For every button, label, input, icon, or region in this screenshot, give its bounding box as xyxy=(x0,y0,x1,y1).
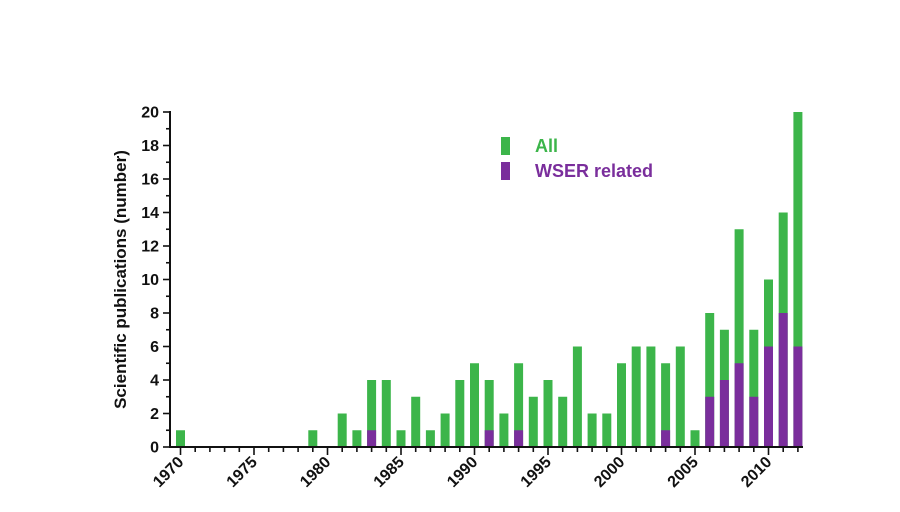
y-tick-label: 8 xyxy=(150,306,159,323)
bar-wser-2009 xyxy=(749,396,759,447)
bar-all-1997 xyxy=(572,346,582,447)
x-tick-label: 1980 xyxy=(297,454,334,491)
bar-all-1987 xyxy=(425,430,435,447)
bar-all-1970 xyxy=(176,430,185,447)
y-axis-label: Scientific publications (number) xyxy=(111,150,130,409)
y-tick-label: 6 xyxy=(150,339,159,356)
bar-all-1992 xyxy=(499,413,509,447)
x-tick-label: 1970 xyxy=(150,454,187,491)
x-tick-label: 1975 xyxy=(224,454,261,491)
bar-all-2006 xyxy=(705,313,715,447)
bar-wser-1983 xyxy=(367,430,377,447)
bar-all-1995 xyxy=(543,380,553,447)
bar-all-2004 xyxy=(675,346,685,447)
bar-wser-1993 xyxy=(514,430,524,447)
legend-swatch-all xyxy=(501,137,510,155)
bar-all-2000 xyxy=(617,363,626,447)
x-tick-label: 1985 xyxy=(371,454,408,491)
x-tick-label: 2000 xyxy=(591,454,628,491)
bar-all-1990 xyxy=(470,363,479,447)
bar-all-1989 xyxy=(455,380,465,447)
bar-all-2005 xyxy=(690,430,700,447)
bar-wser-1991 xyxy=(484,430,494,447)
bar-all-2002 xyxy=(646,346,656,447)
bar-all-2008 xyxy=(734,229,744,447)
y-tick-label: 0 xyxy=(150,440,159,457)
y-tick-label: 4 xyxy=(150,373,159,390)
y-tick-label: 2 xyxy=(150,406,159,423)
y-axis: 0 2 4 6 8 10 12 14 16 18 20 xyxy=(141,105,171,457)
bar-wser-2011 xyxy=(778,313,788,447)
legend-label-all: All xyxy=(535,136,558,156)
bar-all-1981 xyxy=(337,413,347,447)
bar-all-2003 xyxy=(661,363,671,447)
bar-all-1999 xyxy=(602,413,612,447)
bar-all-1993 xyxy=(514,363,524,447)
bar-wser-2012 xyxy=(793,346,803,447)
bar-all-1991 xyxy=(484,380,494,447)
y-tick-label: 16 xyxy=(141,172,159,189)
bar-wser-2008 xyxy=(734,363,744,447)
y-tick-label: 20 xyxy=(141,105,159,122)
bar-wser-2010 xyxy=(764,346,773,447)
y-tick-label: 12 xyxy=(141,239,159,256)
bar-all-1985 xyxy=(396,430,406,447)
bar-wser-2007 xyxy=(719,380,729,447)
x-tick-label: 1995 xyxy=(518,454,555,491)
bar-all-1983 xyxy=(367,380,377,447)
bar-all-1979 xyxy=(308,430,318,447)
x-tick-label: 2010 xyxy=(738,454,775,491)
x-tick-label: 2005 xyxy=(665,454,702,491)
x-tick-label: 1990 xyxy=(444,454,481,491)
bar-all-1982 xyxy=(352,430,362,447)
bar-all-2009 xyxy=(749,329,759,447)
bar-all-1996 xyxy=(558,396,568,447)
bar-all-2012 xyxy=(793,112,803,447)
bar-all-1984 xyxy=(381,380,391,447)
bar-all-2001 xyxy=(631,346,641,447)
bar-wser-2003 xyxy=(661,430,671,447)
legend-swatch-wser xyxy=(501,162,510,180)
bar-all-1988 xyxy=(440,413,450,447)
x-axis: 1970 1975 1980 1985 1990 1995 2000 2005 2010 xyxy=(150,446,803,491)
bar-all-1986 xyxy=(411,396,421,447)
legend-label-wser: WSER related xyxy=(535,161,653,181)
bar-wser-2006 xyxy=(705,396,715,447)
y-tick-label: 14 xyxy=(141,205,159,222)
bar-all-1994 xyxy=(528,396,538,447)
bar-all-1998 xyxy=(587,413,597,447)
bars-layer xyxy=(176,112,803,447)
y-tick-label: 10 xyxy=(141,272,159,289)
legend: All WSER related xyxy=(501,136,653,181)
y-tick-label: 18 xyxy=(141,138,159,155)
